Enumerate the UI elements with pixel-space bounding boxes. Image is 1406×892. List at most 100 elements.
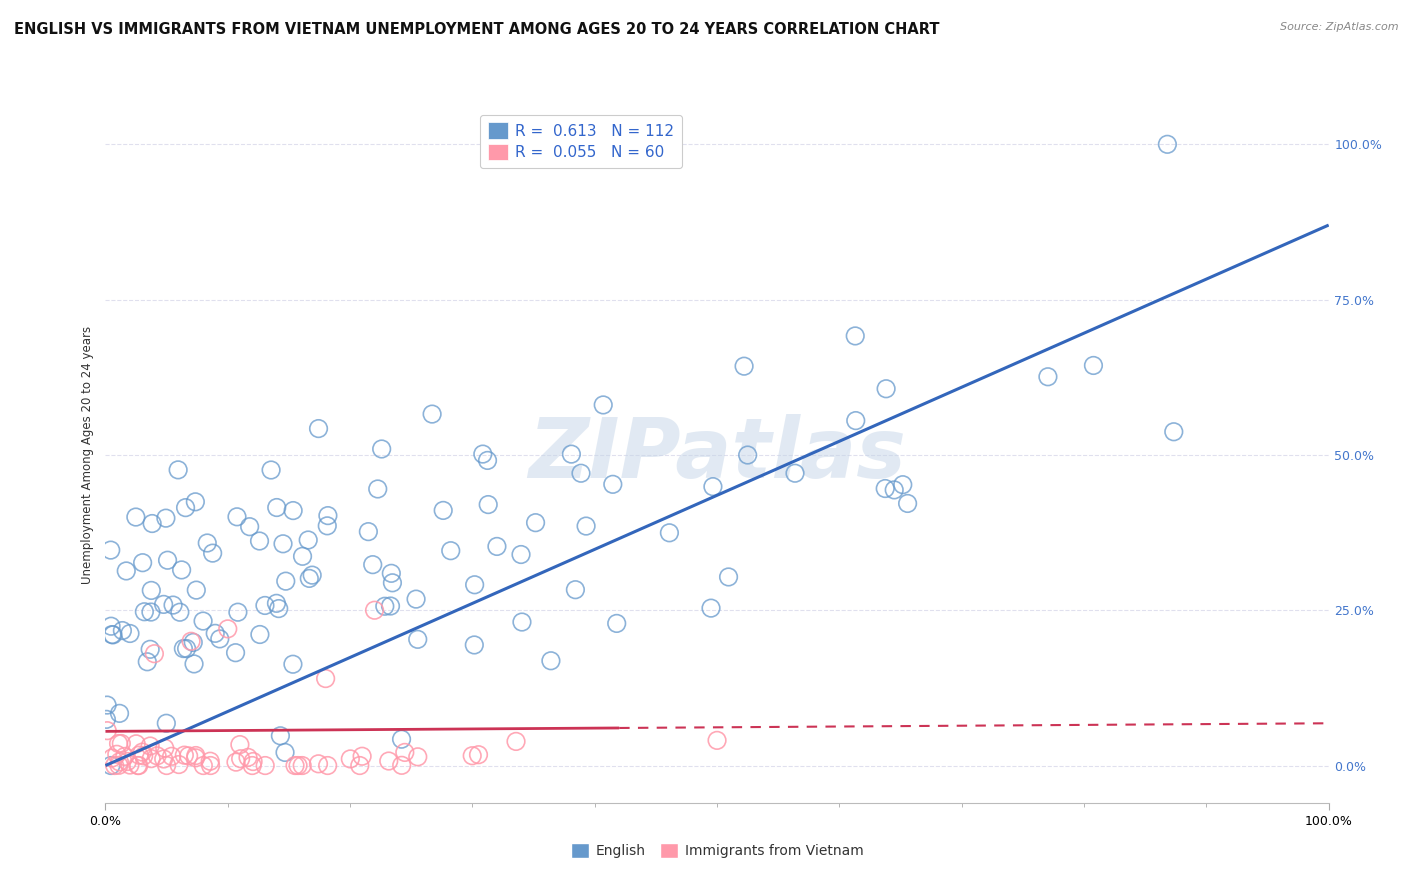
Point — [204, 626, 226, 640]
Point — [569, 467, 592, 481]
Point — [875, 482, 897, 496]
Point — [249, 627, 271, 641]
Point — [160, 749, 183, 764]
Point — [141, 516, 163, 531]
Point — [180, 634, 202, 648]
Point — [783, 467, 806, 481]
Point — [266, 596, 288, 610]
Point — [96, 698, 118, 712]
Point — [274, 746, 297, 760]
Point — [253, 599, 276, 613]
Point — [737, 448, 759, 462]
Point — [136, 655, 159, 669]
Point — [167, 757, 190, 772]
Point — [564, 582, 586, 597]
Point — [172, 641, 194, 656]
Point — [420, 407, 443, 421]
Point — [381, 575, 404, 590]
Point — [540, 654, 562, 668]
Point — [606, 616, 628, 631]
Point — [174, 500, 197, 515]
Point — [104, 758, 127, 772]
Point — [370, 442, 392, 456]
Point — [226, 509, 249, 524]
Point — [201, 546, 224, 560]
Point — [170, 563, 193, 577]
Point — [658, 525, 681, 540]
Text: ZIPatlas: ZIPatlas — [529, 415, 905, 495]
Point — [191, 614, 214, 628]
Point — [339, 752, 361, 766]
Point — [107, 737, 129, 751]
Point — [125, 510, 148, 524]
Point — [114, 749, 136, 764]
Point — [733, 359, 755, 374]
Point — [406, 749, 429, 764]
Point — [208, 632, 231, 646]
Point — [152, 752, 174, 766]
Point — [1163, 425, 1185, 439]
Point — [844, 329, 866, 343]
Point — [281, 657, 304, 672]
Point — [298, 571, 321, 585]
Point — [891, 477, 914, 491]
Point — [249, 534, 271, 549]
Point — [461, 748, 484, 763]
Point — [560, 447, 582, 461]
Point — [236, 750, 259, 764]
Point — [510, 615, 533, 629]
Point — [100, 619, 122, 633]
Point — [226, 605, 249, 619]
Point — [485, 540, 508, 554]
Point — [125, 737, 148, 751]
Point — [463, 638, 485, 652]
Point — [349, 758, 371, 772]
Point — [118, 626, 141, 640]
Point — [361, 558, 384, 572]
Point — [139, 605, 162, 619]
Point — [132, 748, 155, 763]
Point — [127, 758, 149, 772]
Point — [105, 747, 128, 762]
Point — [101, 627, 124, 641]
Point — [200, 758, 222, 772]
Point — [875, 382, 897, 396]
Text: ENGLISH VS IMMIGRANTS FROM VIETNAM UNEMPLOYMENT AMONG AGES 20 TO 24 YEARS CORREL: ENGLISH VS IMMIGRANTS FROM VIETNAM UNEMP… — [14, 22, 939, 37]
Point — [391, 758, 413, 772]
Point — [177, 748, 200, 763]
Point — [96, 712, 118, 726]
Point — [100, 543, 122, 558]
Point — [128, 758, 150, 772]
Point — [143, 647, 166, 661]
Point — [141, 583, 163, 598]
Point — [845, 414, 868, 428]
Text: Source: ZipAtlas.com: Source: ZipAtlas.com — [1281, 22, 1399, 32]
Point — [239, 519, 262, 533]
Point — [128, 748, 150, 763]
Point — [101, 751, 124, 765]
Point — [883, 483, 905, 497]
Point — [131, 556, 153, 570]
Point — [254, 758, 277, 772]
Point — [176, 641, 198, 656]
Point — [352, 749, 374, 764]
Point — [167, 463, 190, 477]
Point — [96, 723, 118, 738]
Point — [155, 716, 177, 731]
Point — [115, 564, 138, 578]
Point — [184, 748, 207, 763]
Point — [131, 745, 153, 759]
Point — [575, 519, 598, 533]
Point — [186, 583, 208, 598]
Point — [284, 758, 307, 772]
Point — [378, 754, 401, 768]
Point — [111, 624, 134, 638]
Point — [229, 738, 252, 752]
Point — [173, 748, 195, 763]
Point — [108, 755, 131, 769]
Point — [139, 739, 162, 753]
Point — [110, 737, 132, 751]
Point — [363, 603, 385, 617]
Point — [118, 758, 141, 772]
Point — [162, 598, 184, 612]
